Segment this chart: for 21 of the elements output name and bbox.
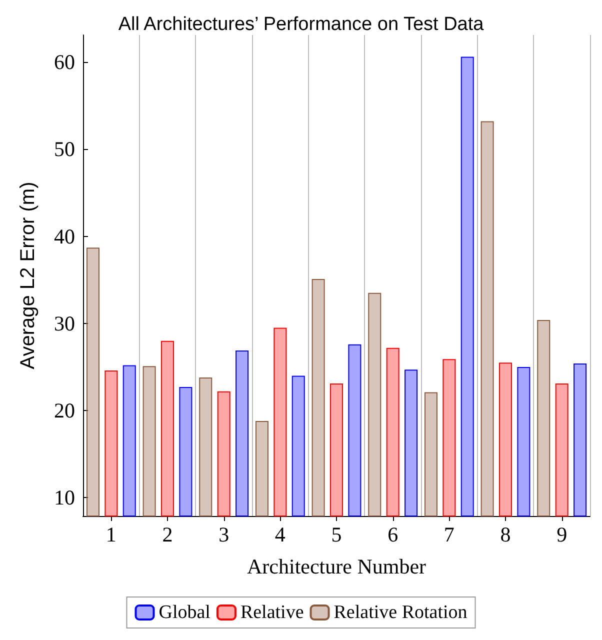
- y-axis-title: Average L2 Error (m): [17, 182, 39, 370]
- legend-label: Global: [158, 602, 210, 623]
- y-tick-label: 50: [54, 137, 75, 162]
- x-tick-label: 2: [162, 522, 173, 546]
- y-tick-label: 60: [54, 50, 75, 74]
- legend-label: Relative Rotation: [334, 602, 468, 623]
- chart-title: All Architectures’ Performance on Test Data: [118, 14, 484, 35]
- x-tick-label: 9: [556, 522, 568, 546]
- x-tick-label: 1: [106, 522, 116, 546]
- x-tick-label: 7: [444, 522, 454, 546]
- y-tick-label: 30: [54, 311, 75, 336]
- x-tick-label: 3: [218, 522, 230, 546]
- x-tick-label: 5: [331, 522, 342, 546]
- x-tick-label: 8: [500, 522, 511, 546]
- y-tick-label: 10: [54, 486, 75, 510]
- x-axis-title: Architecture Number: [246, 554, 426, 578]
- x-tick-label: 6: [388, 522, 398, 546]
- y-tick-label: 40: [54, 224, 75, 248]
- legend-label: Relative: [240, 602, 304, 623]
- y-tick-label: 20: [54, 398, 75, 423]
- x-tick-label: 4: [274, 522, 286, 546]
